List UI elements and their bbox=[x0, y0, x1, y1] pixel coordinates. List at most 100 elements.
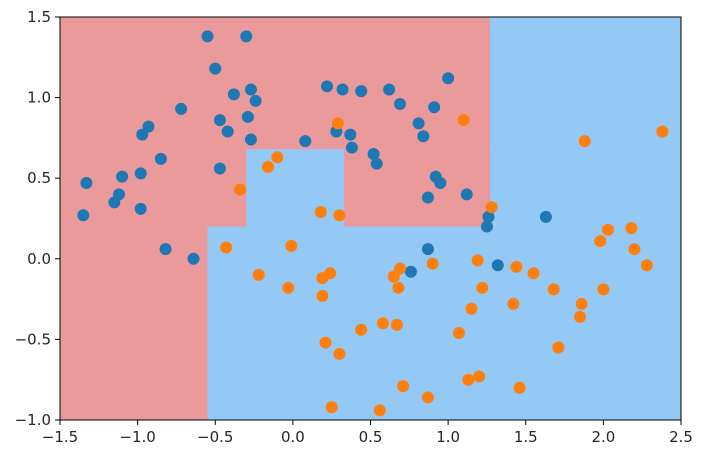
y-tick-label: 1.5 bbox=[27, 8, 51, 26]
point-series-0 bbox=[209, 62, 222, 75]
point-series-1 bbox=[547, 283, 560, 296]
point-series-0 bbox=[187, 252, 200, 265]
point-series-0 bbox=[393, 98, 406, 111]
point-series-0 bbox=[442, 72, 455, 85]
point-series-1 bbox=[473, 370, 486, 383]
y-tick-label: −1.0 bbox=[15, 411, 51, 429]
point-series-0 bbox=[491, 259, 504, 272]
point-series-1 bbox=[457, 114, 470, 127]
x-tick-label: 0.0 bbox=[281, 428, 305, 446]
y-tick-label: 0.5 bbox=[27, 169, 51, 187]
point-series-1 bbox=[656, 125, 669, 138]
point-series-0 bbox=[345, 141, 358, 154]
point-series-0 bbox=[383, 83, 396, 96]
point-series-1 bbox=[397, 380, 410, 393]
point-series-0 bbox=[244, 133, 257, 146]
x-tick-label: 1.0 bbox=[436, 428, 460, 446]
point-series-0 bbox=[142, 120, 155, 133]
point-series-1 bbox=[471, 254, 484, 267]
point-series-0 bbox=[421, 243, 434, 256]
y-tick-label: −0.5 bbox=[15, 330, 51, 348]
point-series-0 bbox=[134, 202, 147, 215]
point-series-0 bbox=[404, 265, 417, 278]
point-series-1 bbox=[628, 243, 641, 256]
x-tick-label: −0.5 bbox=[197, 428, 233, 446]
point-series-1 bbox=[316, 289, 329, 302]
point-series-1 bbox=[485, 201, 498, 214]
x-tick-label: 1.5 bbox=[514, 428, 538, 446]
point-series-1 bbox=[314, 206, 327, 219]
point-series-1 bbox=[574, 310, 587, 323]
point-series-0 bbox=[336, 83, 349, 96]
point-series-1 bbox=[476, 281, 489, 294]
point-series-0 bbox=[367, 148, 380, 161]
point-series-1 bbox=[333, 347, 346, 360]
point-series-1 bbox=[513, 381, 526, 394]
point-series-1 bbox=[426, 257, 439, 270]
point-series-0 bbox=[344, 128, 357, 141]
x-tick-label: 2.5 bbox=[669, 428, 693, 446]
point-series-1 bbox=[285, 239, 298, 252]
x-axis-ticks: −1.5 −1.0 −0.5 0.0 0.5 1.0 1.5 2.0 2.5 bbox=[42, 420, 693, 446]
point-series-1 bbox=[355, 323, 368, 336]
point-series-0 bbox=[321, 80, 334, 93]
point-series-0 bbox=[175, 102, 188, 115]
point-series-1 bbox=[575, 297, 588, 310]
point-series-1 bbox=[552, 341, 565, 354]
point-series-1 bbox=[324, 267, 337, 280]
point-series-0 bbox=[80, 177, 93, 190]
point-series-0 bbox=[249, 94, 262, 107]
y-tick-label: 0.0 bbox=[27, 250, 51, 268]
point-series-1 bbox=[331, 117, 344, 130]
point-series-1 bbox=[625, 222, 638, 235]
point-series-0 bbox=[244, 83, 257, 96]
point-series-0 bbox=[240, 30, 253, 43]
point-series-1 bbox=[319, 336, 332, 349]
point-series-1 bbox=[333, 209, 346, 222]
point-series-0 bbox=[227, 88, 240, 101]
x-tick-label: 2.0 bbox=[591, 428, 615, 446]
point-series-1 bbox=[262, 160, 275, 173]
point-series-0 bbox=[116, 170, 129, 183]
point-series-0 bbox=[417, 130, 430, 143]
point-series-0 bbox=[221, 125, 234, 138]
point-series-1 bbox=[597, 283, 610, 296]
decision-regions bbox=[60, 17, 681, 420]
point-series-1 bbox=[252, 268, 265, 281]
point-series-0 bbox=[460, 188, 473, 201]
point-series-1 bbox=[462, 373, 475, 386]
point-series-0 bbox=[213, 114, 226, 127]
point-series-1 bbox=[325, 401, 338, 414]
point-series-1 bbox=[421, 391, 434, 404]
point-series-1 bbox=[507, 297, 520, 310]
point-series-0 bbox=[370, 157, 383, 170]
point-series-0 bbox=[412, 117, 425, 130]
point-series-0 bbox=[134, 167, 147, 180]
point-series-0 bbox=[201, 30, 214, 43]
x-tick-label: −1.5 bbox=[42, 428, 78, 446]
point-series-0 bbox=[421, 191, 434, 204]
point-series-1 bbox=[392, 281, 405, 294]
point-series-0 bbox=[77, 209, 90, 222]
point-series-1 bbox=[390, 318, 403, 331]
point-series-0 bbox=[428, 101, 441, 114]
x-tick-label: −1.0 bbox=[119, 428, 155, 446]
point-series-0 bbox=[241, 110, 254, 123]
point-series-0 bbox=[159, 243, 172, 256]
x-tick-label: 0.5 bbox=[359, 428, 383, 446]
point-series-1 bbox=[220, 241, 233, 254]
y-tick-label: 1.0 bbox=[27, 89, 51, 107]
point-series-0 bbox=[154, 152, 167, 165]
point-series-1 bbox=[373, 404, 386, 417]
region-class-0 bbox=[246, 17, 491, 150]
point-series-1 bbox=[376, 317, 389, 330]
point-series-0 bbox=[539, 210, 552, 223]
point-series-0 bbox=[434, 177, 447, 190]
point-series-1 bbox=[393, 262, 406, 275]
region-class-0 bbox=[344, 149, 491, 227]
point-series-1 bbox=[640, 259, 653, 272]
y-axis-ticks: −1.0 −0.5 0.0 0.5 1.0 1.5 bbox=[15, 8, 60, 429]
point-series-0 bbox=[355, 85, 368, 98]
